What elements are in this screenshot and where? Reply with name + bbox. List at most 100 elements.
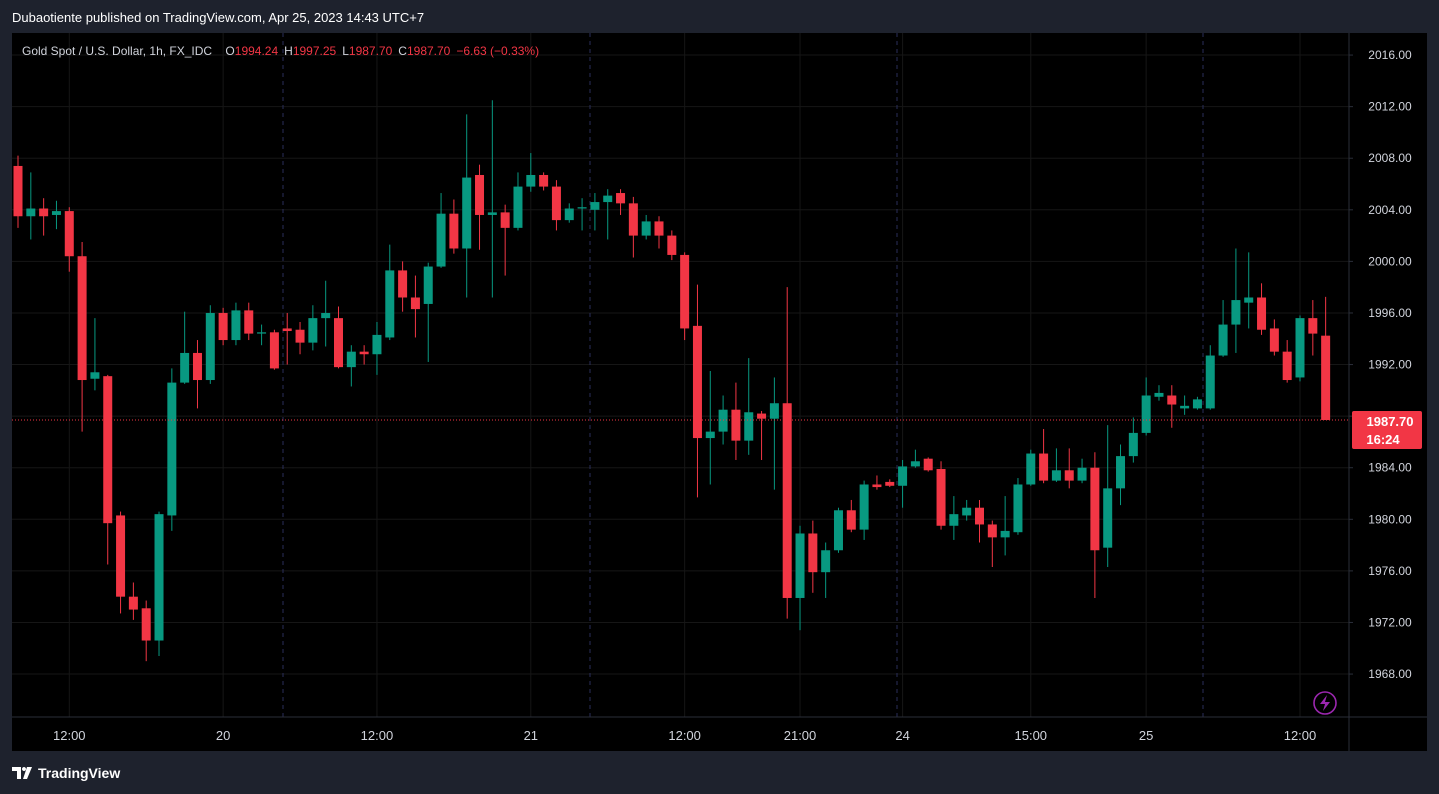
candle-body xyxy=(1090,467,1100,551)
legend-key: H xyxy=(284,44,293,58)
candle-body xyxy=(1205,355,1215,409)
candle-body xyxy=(526,174,536,187)
candle-body xyxy=(500,212,510,228)
candle-body xyxy=(359,351,369,355)
candle-body xyxy=(705,431,715,439)
candle-body xyxy=(577,207,587,209)
candle-body xyxy=(449,213,459,249)
symbol-title: Gold Spot / U.S. Dollar, 1h, FX_IDC xyxy=(22,44,212,58)
candle-body xyxy=(1103,488,1113,548)
candle-body xyxy=(282,328,292,332)
candle-body xyxy=(244,310,254,334)
candle-body xyxy=(731,409,741,441)
candle-body xyxy=(757,413,767,419)
candle-body xyxy=(154,514,164,641)
legend-key: O xyxy=(225,44,234,58)
candle-body xyxy=(26,208,36,217)
candle-body xyxy=(398,270,408,298)
candle-body xyxy=(462,177,472,249)
candle-body xyxy=(269,332,279,369)
y-tick-label: 2016.00 xyxy=(1368,48,1412,62)
candle-body xyxy=(898,466,908,486)
candle-body xyxy=(218,312,228,341)
brand: TradingView xyxy=(38,765,120,781)
candle-body xyxy=(487,212,497,215)
candle-body xyxy=(1116,456,1126,489)
candle-body xyxy=(1013,484,1023,533)
candle-body xyxy=(1026,453,1036,485)
candle-body xyxy=(654,221,664,236)
last-price-tag xyxy=(1352,411,1422,450)
candle-body xyxy=(962,507,972,516)
candle-body xyxy=(769,403,779,419)
candle-body xyxy=(1192,399,1202,409)
candle-body xyxy=(616,193,626,204)
candle-body xyxy=(1282,351,1292,381)
candle-body xyxy=(436,213,446,267)
candle-body xyxy=(475,174,485,215)
publisher: Dubaotiente published on TradingView.com… xyxy=(12,10,424,25)
candle-body xyxy=(885,481,895,486)
candle-body xyxy=(51,211,61,215)
candle-body xyxy=(1064,470,1074,481)
x-tick-label: 12:00 xyxy=(53,728,86,743)
icon-bolt xyxy=(1320,695,1330,711)
candle-body xyxy=(846,510,856,530)
x-tick-label: 20 xyxy=(216,728,230,743)
y-tick-label: 2004.00 xyxy=(1368,203,1412,217)
x-tick-label: 12:00 xyxy=(1284,728,1317,743)
last-price-label: 1987.70 xyxy=(1367,414,1414,429)
candle-body xyxy=(103,376,113,524)
x-tick-label: 12:00 xyxy=(361,728,394,743)
candle-body xyxy=(39,208,49,217)
candle-body xyxy=(718,409,728,432)
y-tick-label: 1984.00 xyxy=(1368,461,1412,475)
candle-body xyxy=(1269,328,1279,352)
candle-body xyxy=(821,550,831,573)
y-tick-label: 2000.00 xyxy=(1368,254,1412,268)
candle-body xyxy=(205,312,215,381)
y-tick-label: 1972.00 xyxy=(1368,615,1412,629)
x-tick-label: 12:00 xyxy=(668,728,701,743)
candle-body xyxy=(308,318,318,343)
candle-body xyxy=(64,211,74,257)
candle-body xyxy=(1308,318,1318,334)
candle-body xyxy=(257,332,267,334)
candle-body xyxy=(910,461,920,467)
candle-body xyxy=(1128,432,1138,457)
legend-value: 1997.25 xyxy=(293,44,337,58)
candle-body xyxy=(192,352,202,381)
candle-body xyxy=(116,515,126,597)
candle-body xyxy=(1051,470,1061,481)
y-tick-label: 1968.00 xyxy=(1368,667,1412,681)
candle-body xyxy=(295,329,305,343)
brand-logo: TradingView xyxy=(12,765,120,781)
candles xyxy=(12,100,1349,662)
legend: Gold Spot / U.S. Dollar, 1h, FX_IDC O199… xyxy=(22,44,539,58)
candle-body xyxy=(795,533,805,598)
logo-mark xyxy=(12,767,32,779)
y-tick-label: 2012.00 xyxy=(1368,100,1412,114)
x-tick-label: 15:00 xyxy=(1015,728,1048,743)
legend-change: −6.63 (−0.33%) xyxy=(456,44,539,58)
candle-body xyxy=(1257,297,1267,330)
candle-body xyxy=(692,325,702,439)
legend-key: L xyxy=(342,44,349,58)
lightning-icon xyxy=(1313,691,1337,715)
candle-body xyxy=(1244,297,1254,303)
legend-value: 1994.24 xyxy=(235,44,279,58)
candle-body xyxy=(167,382,177,516)
candle-body xyxy=(975,507,984,525)
candle-body xyxy=(628,203,638,236)
candle-body xyxy=(808,533,818,573)
ohlc-values: O1994.24 H1997.25 L1987.70 C1987.70 −6.63 (−… xyxy=(225,44,539,58)
candle-body xyxy=(1180,405,1190,409)
axes: 1968.001972.001976.001980.001984.001988.… xyxy=(53,48,1422,743)
candle-body xyxy=(231,310,241,341)
candle-body xyxy=(872,484,882,488)
legend-value: 1987.70 xyxy=(349,44,393,58)
candle-body xyxy=(334,318,343,368)
candle-body xyxy=(782,403,792,598)
